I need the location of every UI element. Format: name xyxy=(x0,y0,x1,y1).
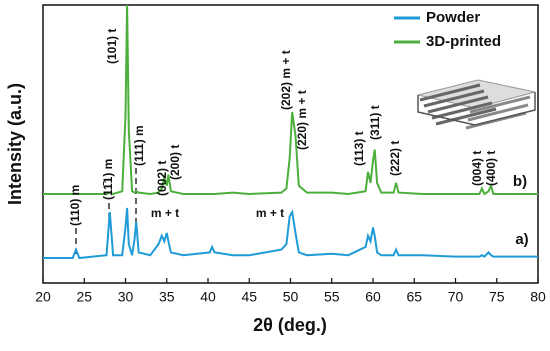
peak-label: (11̄1) m xyxy=(101,159,115,200)
peak-label: (101) t xyxy=(105,29,119,64)
x-tick-label: 60 xyxy=(365,289,381,305)
x-tick-label: 55 xyxy=(324,289,340,305)
peak-label: (220) m + t xyxy=(295,90,309,150)
peak-label: (113) t xyxy=(352,131,366,166)
x-tick-label: 45 xyxy=(241,289,257,305)
peak-label: (111) m xyxy=(132,125,146,166)
peak-label: m + t xyxy=(151,206,179,220)
y-axis-label: Intensity (a.u.) xyxy=(5,83,25,205)
peak-label: (311) t xyxy=(368,105,382,140)
peak-label: (202) m + t xyxy=(279,50,293,110)
series-label: a) xyxy=(515,231,528,248)
peak-label: (002) t xyxy=(155,161,169,196)
legend-label: Powder xyxy=(426,9,480,26)
series-line xyxy=(43,4,538,196)
series-label: b) xyxy=(513,173,527,190)
peak-label: (200) t xyxy=(168,145,182,180)
x-axis-label: 2θ (deg.) xyxy=(253,315,327,335)
inset-illustration xyxy=(417,79,536,130)
x-tick-label: 50 xyxy=(283,289,299,305)
legend-label: 3D-printed xyxy=(426,33,501,50)
peak-label: m + t xyxy=(256,206,284,220)
x-tick-label: 20 xyxy=(35,289,51,305)
x-tick-label: 35 xyxy=(159,289,175,305)
peak-label: (400) t xyxy=(484,151,498,186)
x-tick-label: 25 xyxy=(76,289,92,305)
peak-label: (110) m xyxy=(68,185,82,226)
x-tick-label: 70 xyxy=(448,289,464,305)
x-tick-label: 30 xyxy=(118,289,134,305)
series-line xyxy=(43,207,538,260)
peak-label: (222) t xyxy=(388,141,402,176)
x-tick-label: 65 xyxy=(406,289,422,305)
x-tick-label: 75 xyxy=(489,289,505,305)
peak-label: (004) t xyxy=(470,151,484,186)
x-tick-label: 80 xyxy=(530,289,546,305)
x-tick-label: 40 xyxy=(200,289,216,305)
